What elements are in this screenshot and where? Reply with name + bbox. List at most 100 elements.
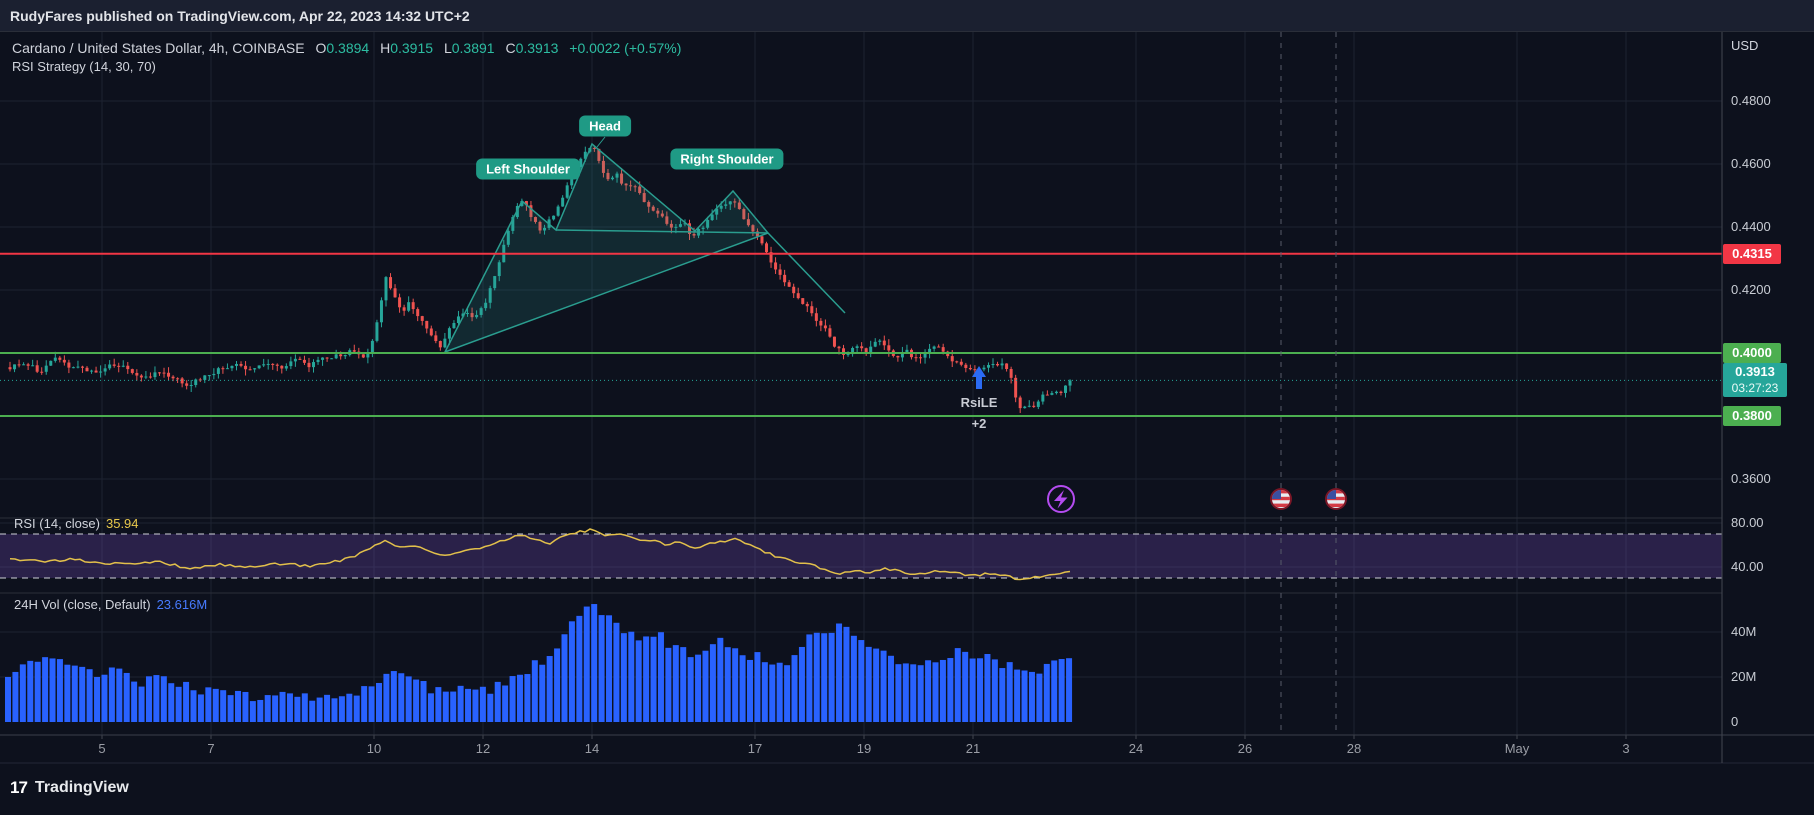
candle-body	[212, 373, 216, 376]
volume-bar	[338, 696, 345, 722]
candle-body	[230, 365, 234, 369]
candle-body	[366, 353, 370, 358]
pattern-label-head[interactable]: Head	[579, 115, 631, 137]
candle-body	[959, 361, 963, 365]
time-tick-label: May	[1504, 741, 1530, 756]
volume-bar	[836, 623, 843, 722]
lightning-bolt-icon	[1054, 490, 1068, 509]
candle-body	[973, 369, 977, 371]
volume-bar	[806, 634, 813, 722]
candle-body	[180, 378, 184, 384]
open-label: O	[315, 40, 327, 56]
volume-bar	[583, 606, 590, 722]
candle-body	[828, 328, 832, 337]
volume-bar	[917, 665, 924, 722]
candle-body	[710, 214, 714, 221]
pattern-label-left-shoulder[interactable]: Left Shoulder	[476, 158, 580, 180]
candle-body	[479, 308, 483, 315]
volume-bar	[71, 665, 78, 722]
candle-body	[248, 369, 252, 371]
head-and-shoulders-pattern[interactable]	[443, 142, 770, 354]
symbol-legend[interactable]: Cardano / United States Dollar, 4h, COIN…	[12, 38, 681, 58]
candle-body	[1032, 405, 1036, 407]
candle-body	[40, 371, 44, 373]
candle-body	[624, 183, 628, 186]
close-label: C	[505, 40, 516, 56]
volume-bar	[450, 691, 457, 722]
candle-body	[914, 357, 918, 359]
candle-body	[556, 206, 560, 216]
us-flag-event-icon-2[interactable]	[1325, 488, 1347, 510]
price-axis-currency: USD	[1731, 38, 1759, 53]
candle-body	[167, 372, 171, 377]
time-tick-label: 24	[1128, 741, 1144, 756]
candle-body	[737, 202, 741, 210]
volume-bar	[932, 662, 939, 722]
volume-bar	[1014, 669, 1021, 722]
candle-body	[900, 352, 904, 358]
lightning-event-icon[interactable]	[1047, 485, 1075, 513]
candle-body	[420, 316, 424, 321]
strategy-title[interactable]: RSI Strategy (14, 30, 70)	[12, 59, 156, 74]
volume-bar	[279, 691, 286, 722]
candle-body	[783, 274, 787, 283]
candle-body	[1059, 391, 1063, 393]
candle-body	[792, 286, 796, 294]
candle-body	[312, 362, 316, 368]
candle-body	[416, 309, 420, 317]
pattern-extension-line	[767, 232, 846, 314]
candle-body	[13, 364, 17, 370]
candle-body	[144, 376, 148, 378]
pattern-label-right-shoulder[interactable]: Right Shoulder	[670, 148, 784, 170]
candle-body	[561, 197, 565, 207]
volume-bar	[79, 666, 86, 722]
volume-bar	[472, 689, 479, 722]
volume-bar	[101, 674, 108, 722]
us-flag-event-icon-1[interactable]	[1270, 488, 1292, 510]
candle-body	[615, 173, 619, 178]
volume-bar	[850, 635, 857, 722]
candle-body	[533, 217, 537, 222]
candle-body	[316, 359, 320, 363]
volume-bar	[227, 695, 234, 722]
candle-body	[275, 364, 279, 366]
volume-bar	[858, 640, 865, 722]
candle-body	[968, 367, 972, 370]
candle-body	[688, 223, 691, 234]
candle-body	[293, 358, 297, 362]
candle-body	[203, 375, 207, 380]
close-value: 0.3913	[515, 40, 559, 56]
volume-bar	[754, 652, 761, 722]
candle-body	[126, 365, 130, 370]
rsi-pane-legend[interactable]: RSI (14, close) 35.94	[14, 516, 139, 531]
volume-bar	[828, 632, 835, 722]
rsile-marker-arrow-icon[interactable]	[972, 366, 986, 389]
candle-body	[334, 354, 338, 359]
candle-body	[506, 230, 510, 245]
candle-body	[370, 340, 374, 354]
candle-body	[466, 313, 470, 315]
volume-bar	[49, 658, 56, 722]
volume-bar	[286, 693, 293, 722]
candle-body	[597, 148, 601, 161]
candle-body	[289, 361, 293, 367]
volume-bar	[798, 646, 805, 722]
candle-body	[44, 365, 48, 372]
candle-body	[1063, 385, 1067, 393]
volume-bar	[116, 668, 123, 722]
candle-body	[1054, 391, 1058, 394]
volume-bar	[620, 633, 627, 722]
volume-bar	[153, 675, 160, 722]
volume-bar	[546, 656, 553, 722]
rsi-tick-label: 80.00	[1731, 515, 1764, 530]
tradingview-logo[interactable]: 17 TradingView	[10, 778, 129, 798]
candle-body	[715, 208, 719, 215]
volume-pane-legend[interactable]: 24H Vol (close, Default) 23.616M	[14, 597, 207, 612]
candle-body	[284, 366, 288, 369]
volume-bar	[947, 658, 954, 722]
support-price-badge: 0.3800	[1723, 406, 1781, 426]
volume-bar	[509, 676, 516, 722]
volume-pane-label: 24H Vol (close, Default)	[14, 597, 151, 612]
candle-body	[235, 363, 238, 366]
